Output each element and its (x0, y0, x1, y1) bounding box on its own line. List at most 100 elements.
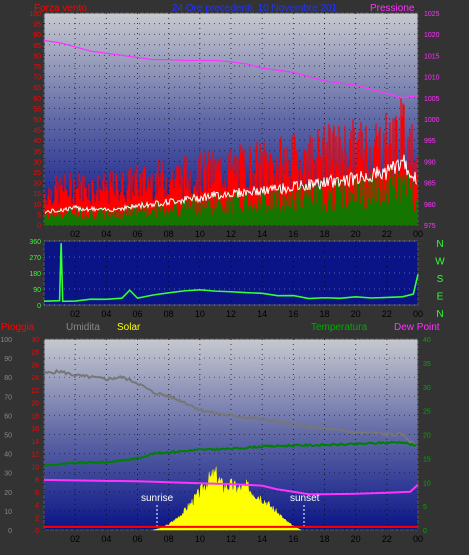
y-left-tick-label: 45 (33, 128, 41, 135)
y-left-tick-label: 65 (33, 85, 41, 92)
x-tick-label: 16 (288, 309, 298, 319)
y-temp-tick-label: 35 (423, 361, 431, 368)
y-left-tick-label: 25 (33, 170, 41, 177)
x-tick-label: 14 (257, 309, 267, 319)
x-tick-label: 18 (319, 229, 329, 239)
y-rain-tick-label: 4 (35, 503, 39, 510)
x-tick-label: 22 (382, 229, 392, 239)
y-rain-tick-label: 28 (31, 350, 39, 357)
sunrise-label: sunrise (141, 493, 174, 504)
x-tick-label: 12 (226, 229, 236, 239)
y-rain-tick-label: 20 (31, 401, 39, 408)
y-humidity-tick-label: 60 (4, 413, 12, 420)
header-dew-point: Dew Point (394, 322, 440, 333)
y-rain-tick-label: 22 (31, 388, 39, 395)
y-left-tick-label: 100 (29, 11, 41, 18)
y-temp-tick-label: 0 (423, 528, 427, 535)
y-rain-tick-label: 2 (35, 515, 39, 522)
y-temp-tick-label: 15 (423, 456, 431, 463)
y-left-tick-label: 30 (33, 159, 41, 166)
series-layer (43, 39, 419, 531)
x-tick-label: 00 (413, 309, 423, 319)
y-direction-tick-label: 0 (37, 303, 41, 310)
y-rain-tick-label: 8 (35, 477, 39, 484)
header-temperature: Temperatura (311, 322, 368, 333)
humidity-line (43, 368, 418, 448)
y-direction-tick-label: 180 (29, 271, 41, 278)
grid-layer (43, 12, 419, 531)
y-left-tick-label: 15 (33, 191, 41, 198)
y-rain-tick-label: 30 (31, 337, 39, 344)
header-solar: Solar (117, 322, 141, 333)
temperature-line (43, 440, 417, 468)
y-temp-tick-label: 10 (423, 480, 431, 487)
x-tick-label: 04 (101, 309, 111, 319)
y-temp-tick-label: 25 (423, 409, 431, 416)
y-left-tick-label: 40 (33, 138, 41, 145)
header-period: 24 Ore precedenti, 10 Novembre 201 (172, 3, 338, 14)
compass-label: E (437, 292, 444, 303)
y-rain-tick-label: 14 (31, 439, 39, 446)
header-wind-strength: Forza vento (34, 3, 87, 14)
y-left-tick-label: 0 (37, 223, 41, 230)
wind-direction-line (43, 243, 419, 303)
x-tick-label: 18 (319, 309, 329, 319)
x-tick-label: 06 (132, 229, 142, 239)
x-tick-label: 06 (132, 534, 142, 544)
dew-point-line (43, 478, 419, 496)
y-left-tick-label: 95 (33, 22, 41, 29)
y-direction-tick-label: 270 (29, 255, 41, 262)
y-direction-tick-label: 360 (29, 239, 41, 246)
y-humidity-tick-label: 100 (0, 337, 12, 344)
x-tick-label: 04 (101, 534, 111, 544)
y-rain-tick-label: 26 (31, 362, 39, 369)
y-rain-tick-label: 0 (35, 528, 39, 535)
y-left-tick-label: 55 (33, 106, 41, 113)
y-left-tick-label: 10 (33, 202, 41, 209)
y-right-tick-label: 1015 (424, 53, 440, 60)
y-left-tick-label: 60 (33, 96, 41, 103)
y-right-tick-label: 1005 (424, 96, 440, 103)
y-left-tick-label: 90 (33, 32, 41, 39)
header-humidity: Umidita (66, 322, 100, 333)
y-right-tick-label: 975 (424, 223, 436, 230)
y-right-tick-label: 1025 (424, 11, 440, 18)
x-tick-label: 16 (288, 534, 298, 544)
x-tick-label: 16 (288, 229, 298, 239)
y-right-tick-label: 1020 (424, 32, 440, 39)
x-tick-label: 02 (70, 534, 80, 544)
y-right-tick-label: 990 (424, 159, 436, 166)
wind-direction-panel (43, 240, 419, 306)
x-tick-label: 00 (413, 229, 423, 239)
y-humidity-tick-label: 20 (4, 490, 12, 497)
y-temp-tick-label: 5 (423, 504, 427, 511)
y-rain-tick-label: 10 (31, 464, 39, 471)
y-temp-tick-label: 20 (423, 433, 431, 440)
x-tick-label: 10 (195, 534, 205, 544)
average-wind-line (44, 154, 418, 214)
y-right-tick-label: 985 (424, 181, 436, 188)
y-temp-tick-label: 40 (423, 337, 431, 344)
y-rain-tick-label: 24 (31, 375, 39, 382)
y-left-tick-label: 85 (33, 43, 41, 50)
y-left-tick-label: 70 (33, 75, 41, 82)
y-left-tick-label: 5 (37, 212, 41, 219)
y-right-tick-label: 1010 (424, 75, 440, 82)
x-tick-label: 00 (413, 534, 423, 544)
compass-label: W (435, 257, 445, 268)
y-left-tick-label: 20 (33, 181, 41, 188)
y-humidity-tick-label: 70 (4, 394, 12, 401)
x-tick-label: 08 (164, 309, 174, 319)
y-rain-tick-label: 6 (35, 490, 39, 497)
x-tick-label: 22 (382, 534, 392, 544)
x-tick-label: 18 (319, 534, 329, 544)
header-rain: Pioggia (1, 322, 35, 333)
x-tick-label: 22 (382, 309, 392, 319)
x-tick-label: 10 (195, 309, 205, 319)
x-tick-label: 14 (257, 229, 267, 239)
x-tick-label: 02 (70, 229, 80, 239)
compass-label: N (436, 309, 443, 320)
y-temp-tick-label: 30 (423, 385, 431, 392)
